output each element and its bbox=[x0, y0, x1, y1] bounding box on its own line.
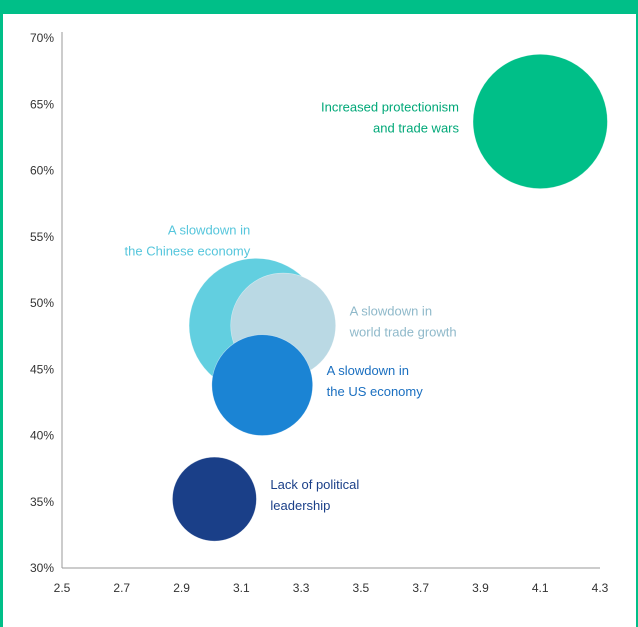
bubble-label: Increased protectionism and trade wars bbox=[321, 99, 460, 135]
y-tick-label: 60% bbox=[30, 164, 54, 178]
header-bar bbox=[0, 0, 638, 14]
x-tick-label: 2.5 bbox=[54, 581, 71, 595]
x-tick-label: 4.1 bbox=[532, 581, 549, 595]
bubble-label-line: A slowdown in bbox=[350, 304, 432, 319]
bubble bbox=[172, 456, 257, 542]
bubble-label-line: the Chinese economy bbox=[125, 243, 251, 258]
bubble bbox=[211, 334, 313, 436]
tick-labels: 30% 35% 40% 45% 50% 55% 60% 65% 70% 2.5 2.7 2.9 3.1 3… bbox=[30, 31, 609, 595]
y-tick-label: 45% bbox=[30, 362, 54, 376]
bubble-label-line: Lack of political bbox=[270, 477, 359, 492]
bubble-label-line: A slowdown in bbox=[327, 363, 409, 378]
x-tick-label: 3.5 bbox=[353, 581, 370, 595]
bubble bbox=[472, 53, 608, 189]
bubble-label-line: world trade growth bbox=[349, 325, 457, 340]
x-tick-label: 4.3 bbox=[592, 581, 609, 595]
y-tick-label: 40% bbox=[30, 429, 54, 443]
y-tick-label: 55% bbox=[30, 230, 54, 244]
bubble-label-line: and trade wars bbox=[373, 120, 459, 135]
bubbles bbox=[172, 53, 608, 542]
x-tick-label: 2.7 bbox=[113, 581, 130, 595]
x-tick-label: 3.9 bbox=[472, 581, 489, 595]
axes bbox=[61, 32, 600, 569]
bubble-label: A slowdown in the US economy bbox=[327, 363, 424, 399]
bubble-label-line: the US economy bbox=[327, 384, 424, 399]
bubble-label-line: leadership bbox=[270, 498, 330, 513]
y-tick-label: 65% bbox=[30, 97, 54, 111]
x-tick-label: 3.1 bbox=[233, 581, 250, 595]
x-tick-label: 3.3 bbox=[293, 581, 310, 595]
x-tick-label: 2.9 bbox=[173, 581, 190, 595]
bubble-label: A slowdown in world trade growth bbox=[349, 304, 457, 340]
bubble-label-line: Increased protectionism bbox=[321, 99, 459, 114]
bubble-label: Lack of political leadership bbox=[270, 477, 359, 513]
bubble-labels: Increased protectionism and trade wars A s… bbox=[125, 99, 460, 513]
bubble-label: A slowdown in the Chinese economy bbox=[125, 222, 251, 258]
bubble-label-line: A slowdown in bbox=[168, 222, 250, 237]
y-tick-label: 35% bbox=[30, 495, 54, 509]
y-tick-label: 50% bbox=[30, 296, 54, 310]
y-tick-label: 30% bbox=[30, 561, 54, 575]
x-tick-label: 3.7 bbox=[412, 581, 429, 595]
y-tick-label: 70% bbox=[30, 31, 54, 45]
